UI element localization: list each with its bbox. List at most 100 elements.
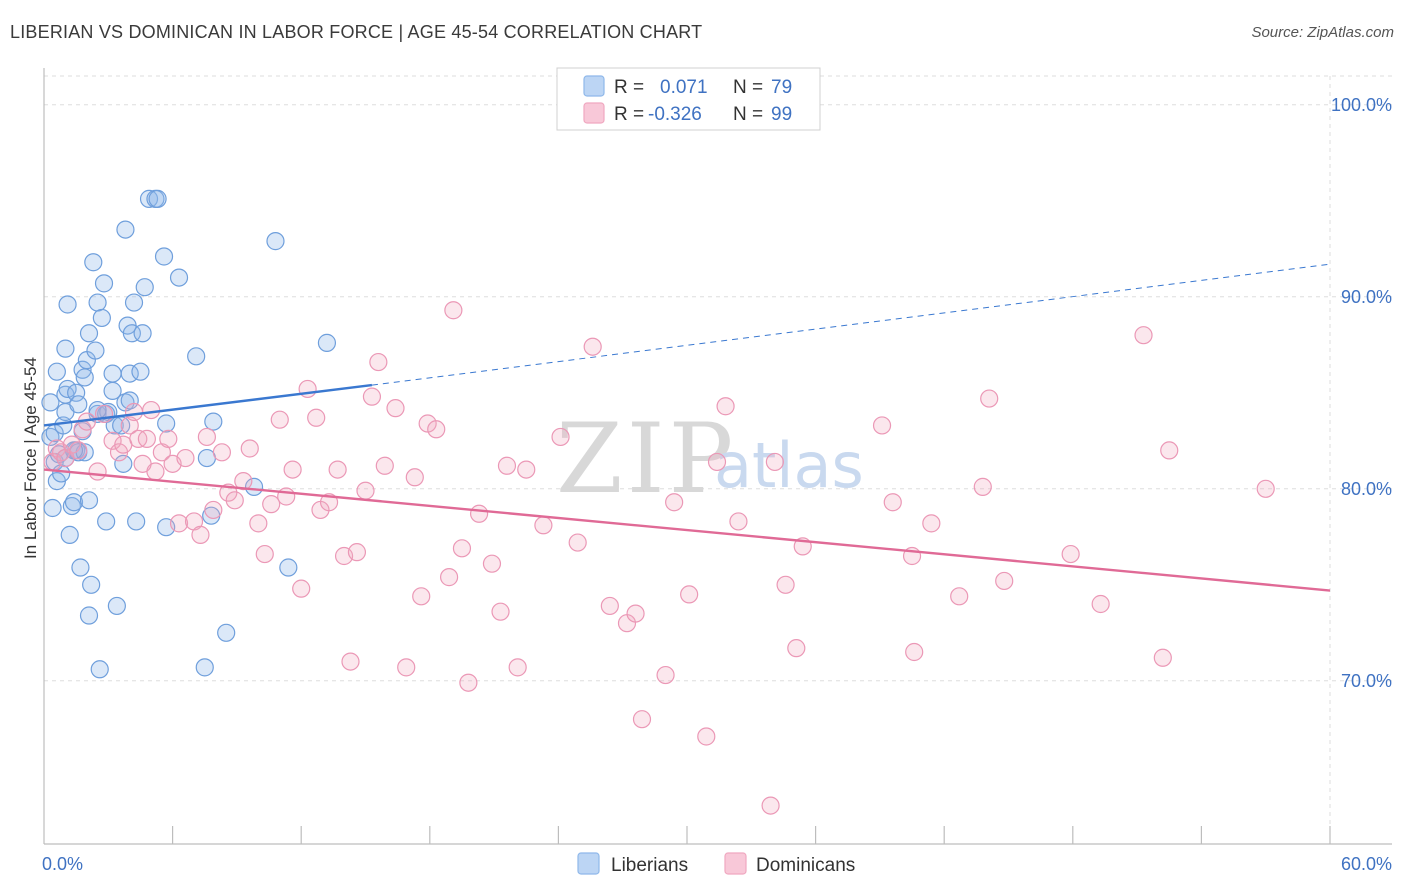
liberians-point: [79, 324, 99, 343]
liberians-point: [90, 660, 109, 679]
liberians-point: [148, 189, 167, 208]
dominicans-point: [482, 554, 502, 573]
y-tick-label: 70.0%: [1341, 671, 1392, 691]
liberians-point: [154, 247, 174, 266]
dominicans-point: [905, 642, 924, 662]
legend-r-value-liberians: 0.071: [660, 77, 708, 98]
dominicans-point: [508, 658, 527, 677]
liberians-point: [64, 493, 84, 512]
bottom-legend-swatch-liberians: [577, 852, 600, 875]
dominicans-point: [307, 408, 326, 427]
liberians-point: [43, 498, 62, 518]
trend-lines: [43, 263, 1331, 592]
dominicans-point: [551, 427, 570, 447]
y-axis-label: In Labor Force | Age 45-54: [21, 357, 40, 559]
dominicans-point: [169, 514, 189, 533]
dominicans-point: [980, 389, 999, 408]
dominicans-point: [922, 514, 941, 533]
liberians-point: [79, 606, 99, 625]
dominicans-point: [444, 301, 463, 320]
liberians-point: [84, 253, 103, 272]
dominicans-point: [973, 477, 992, 496]
dominicans-point: [716, 397, 735, 416]
bottom-legend-label-dominicans: Dominicans: [756, 855, 855, 876]
dominicans-point: [397, 658, 416, 677]
dominicans-point: [375, 456, 394, 475]
liberians-point: [82, 575, 101, 594]
dominicans-point: [255, 544, 274, 564]
watermark: ZIP atlas: [556, 403, 864, 515]
dominicans-point: [369, 352, 388, 372]
liberians-point: [127, 512, 146, 531]
dominicans-point: [632, 710, 652, 729]
liberians-point: [131, 362, 150, 381]
dominicans-point: [204, 500, 223, 520]
dominicans-point: [459, 673, 478, 692]
dominicans-point: [497, 456, 517, 475]
dominicans-point: [765, 452, 784, 472]
liberians-point: [54, 416, 73, 435]
liberians-point: [124, 293, 144, 312]
liberians-point: [97, 512, 116, 531]
dominicans-point: [88, 462, 107, 481]
dominicans-point: [427, 420, 446, 439]
liberians-point: [103, 381, 122, 400]
legend-r-label-dominicans: R =: [614, 104, 644, 125]
dominicans-point: [341, 652, 360, 671]
watermark-atlas: atlas: [714, 429, 864, 502]
dominicans-point: [665, 493, 684, 512]
y-tick-label: 100.0%: [1331, 95, 1392, 115]
liberians-point: [266, 232, 285, 251]
chart-title: LIBERIAN VS DOMINICAN IN LABOR FORCE | A…: [10, 22, 703, 42]
liberians-point: [120, 391, 139, 410]
liberians-point: [94, 274, 114, 293]
series-legend: Liberians Dominicans: [577, 852, 855, 876]
liberians-point: [92, 308, 111, 328]
bottom-legend-label-liberians: Liberians: [611, 855, 688, 876]
dominicans-point: [626, 604, 645, 623]
dominicans-point: [347, 543, 367, 562]
gridlines: [44, 75, 1392, 844]
data-points: [41, 189, 1275, 815]
axes: [43, 68, 1392, 845]
dominicans-point: [1091, 594, 1110, 614]
y-tick-labels: 70.0% 80.0% 90.0% 100.0%: [1331, 95, 1392, 691]
liberians-point: [204, 412, 223, 431]
dominicans-point: [137, 429, 156, 448]
legend-n-value-dominicans: 99: [771, 104, 792, 125]
liberians-point: [56, 339, 75, 358]
liberians-point: [122, 324, 141, 343]
liberians-point: [58, 379, 77, 399]
liberians-point: [60, 525, 79, 544]
dominicans-point: [787, 639, 806, 658]
dominicans-point: [1160, 441, 1179, 460]
dominicans-point: [212, 443, 231, 462]
dominicans-point: [234, 472, 253, 491]
dominicans-point: [1061, 544, 1080, 564]
liberians-point: [107, 596, 126, 616]
liberians-point: [41, 393, 60, 412]
dominicans-point: [883, 493, 902, 512]
dominicans-point: [600, 596, 619, 616]
liberians-point: [114, 454, 133, 473]
dominicans-point: [534, 516, 553, 535]
legend-swatch-liberians: [583, 75, 605, 97]
liberians-point: [79, 491, 99, 510]
dominicans-point: [405, 468, 424, 487]
dominicans-point: [568, 533, 587, 552]
dominicans-point: [776, 575, 795, 594]
dominicans-point: [159, 429, 178, 448]
x-tick-min: 0.0%: [42, 854, 83, 874]
liberians-point: [116, 220, 135, 239]
dominicans-point: [995, 571, 1014, 591]
dominicans-point: [1256, 479, 1275, 498]
dominicans-point: [277, 487, 296, 506]
liberians-point: [67, 383, 86, 402]
watermark-zip: ZIP: [556, 403, 737, 515]
legend-n-label-liberians: N =: [733, 77, 763, 98]
dominicans-point: [452, 539, 472, 558]
dominicans-point: [262, 495, 281, 514]
dominicans-point: [240, 439, 259, 458]
liberians-point: [47, 362, 66, 381]
dominicans-point: [729, 512, 748, 531]
